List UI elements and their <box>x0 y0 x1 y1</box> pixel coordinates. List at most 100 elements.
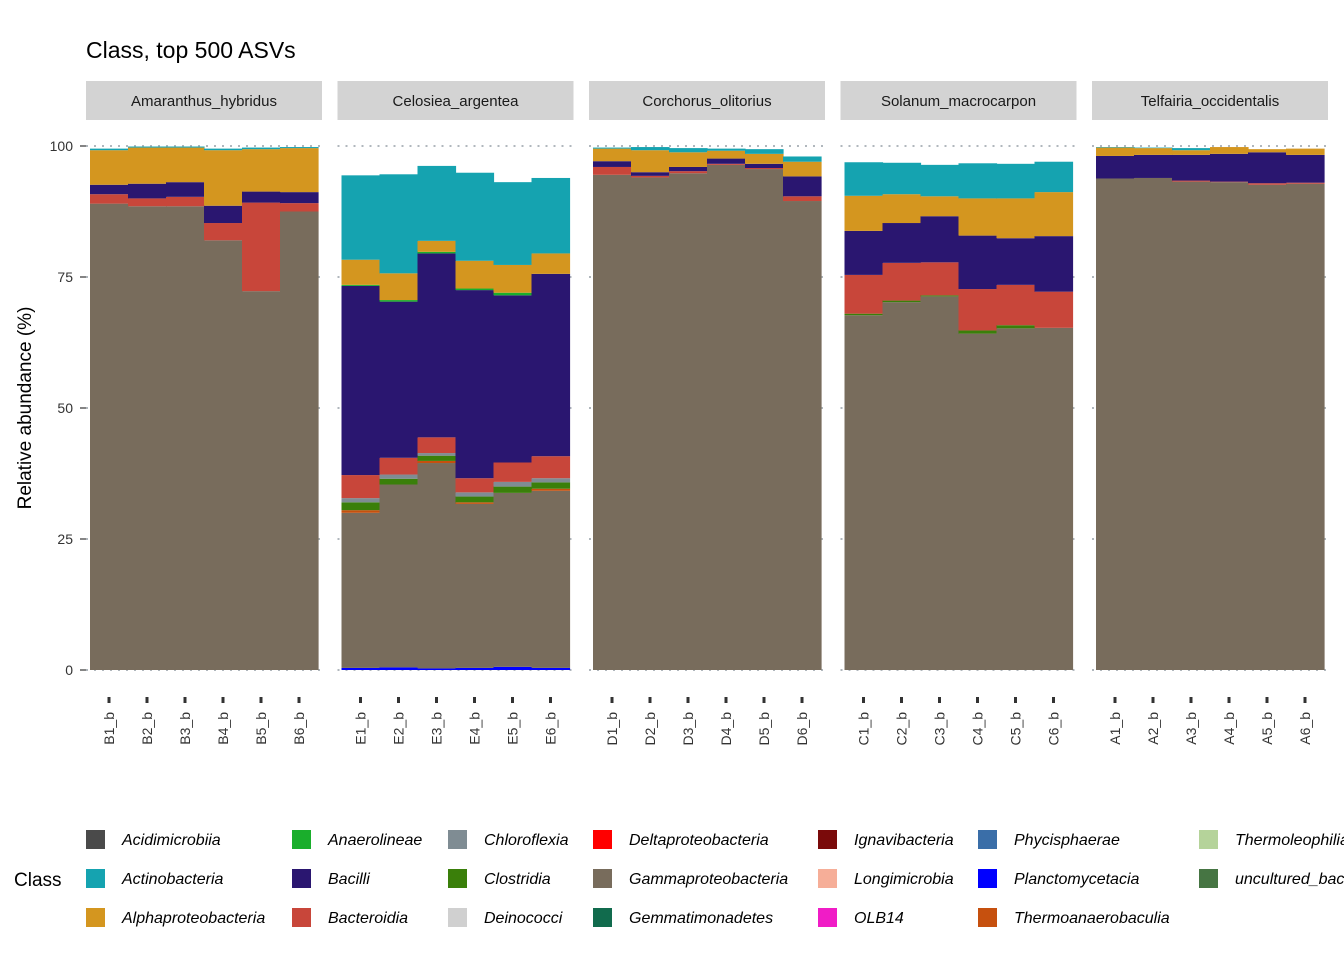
bar-segment-alphaproteobacteria <box>242 149 281 192</box>
bar-segment-alphaproteobacteria <box>1034 192 1074 237</box>
bar-segment-clostridia <box>493 486 533 493</box>
bar-segment-planctomycetacia <box>379 667 419 670</box>
facet-panels: 0 25 50 75 100 Amaranthus_hybridus B1_b B2_b B3_… <box>50 81 1328 745</box>
facet-strip-label: Solanum_macrocarpon <box>881 93 1036 110</box>
bar-segment-bacteroidia <box>958 289 998 331</box>
legend-swatch <box>978 869 997 888</box>
bar-segment-bacteroidia <box>455 478 495 493</box>
bar-segment-gammaproteobacteria <box>1134 177 1173 671</box>
bar-segment-clostridia <box>844 313 884 316</box>
bar-e4-b <box>455 172 495 670</box>
bar-segment-anaerolineae <box>341 284 381 286</box>
bar-segment-actinobacteria <box>593 147 632 149</box>
bar-segment-bacilli <box>1210 153 1249 182</box>
bar-a2-b <box>1134 147 1173 671</box>
x-tick-label: C4_b <box>970 712 986 746</box>
legend-item-bacteroidia: Bacteroidia <box>292 908 408 927</box>
legend-swatch <box>86 830 105 849</box>
bar-a1-b <box>1096 147 1135 670</box>
legend-item-gemmatimonadetes: Gemmatimonadetes <box>593 908 773 927</box>
x-tick-label: A2_b <box>1145 712 1161 745</box>
bar-segment-bacteroidia <box>417 437 457 454</box>
legend-item-thermoanaerobaculia: Thermoanaerobaculia <box>978 908 1170 927</box>
bar-segment-gammaproteobacteria <box>593 174 632 670</box>
x-tick-label: B1_b <box>101 712 117 745</box>
bar-segment-clostridia <box>531 482 571 489</box>
bar-segment-actinobacteria <box>920 164 960 197</box>
x-tick-label: B5_b <box>253 712 269 745</box>
bar-segment-gammaproteobacteria <box>531 490 571 668</box>
x-tick-label: A6_b <box>1297 712 1313 745</box>
legend-item-gammaproteobacteria: Gammaproteobacteria <box>593 869 788 888</box>
bar-segment-bacteroidia <box>593 166 632 175</box>
bar-segment-bacilli <box>128 183 167 199</box>
legend-item-clostridia: Clostridia <box>448 869 551 888</box>
bar-segment-bacilli <box>379 301 419 458</box>
bar-d4-b <box>707 148 746 670</box>
bar-segment-clostridia <box>455 496 495 503</box>
x-tick-label: C3_b <box>932 712 948 746</box>
bar-segment-alphaproteobacteria <box>920 196 960 217</box>
bar-segment-bacteroidia <box>882 262 922 301</box>
bar-segment-gammaproteobacteria <box>882 302 922 670</box>
bar-e3-b <box>417 165 457 670</box>
y-axis-title: Relative abundance (%) <box>15 307 36 510</box>
bar-segment-bacilli <box>280 192 319 204</box>
bar-segment-gammaproteobacteria <box>455 503 495 668</box>
bar-segment-bacilli <box>1034 236 1074 292</box>
facet-amaranthus-hybridus: Amaranthus_hybridus B1_b B2_b B3_b B4_b B5_b B… <box>86 81 322 745</box>
bar-segment-clostridia <box>882 300 922 303</box>
legend-label: Clostridia <box>484 871 551 888</box>
bar-segment-actinobacteria <box>128 146 167 148</box>
bar-segment-actinobacteria <box>958 163 998 199</box>
legend-swatch <box>818 908 837 927</box>
y-tick-label: 100 <box>50 138 74 154</box>
legend-swatch <box>292 830 311 849</box>
legend-item-bacilli: Bacilli <box>292 869 370 888</box>
x-tick-label: B6_b <box>291 712 307 745</box>
bar-segment-gammaproteobacteria <box>745 169 784 670</box>
bar-segment-alphaproteobacteria <box>493 264 533 293</box>
bar-a5-b <box>1248 149 1287 670</box>
bar-segment-bacteroidia <box>844 274 884 314</box>
bar-segment-planctomycetacia <box>455 667 495 670</box>
bar-segment-alphaproteobacteria <box>631 150 670 173</box>
bar-d2-b <box>631 147 670 670</box>
bar-segment-gammaproteobacteria <box>783 201 822 670</box>
bar-segment-actinobacteria <box>707 148 746 151</box>
bar-segment-planctomycetacia <box>417 668 457 670</box>
bar-segment-alphaproteobacteria <box>707 150 746 159</box>
facet-strip-label: Amaranthus_hybridus <box>131 93 277 110</box>
bar-segment-alphaproteobacteria <box>128 147 167 184</box>
facet-strip-label: Corchorus_olitorius <box>642 93 771 110</box>
legend-swatch <box>593 869 612 888</box>
x-tick-label: E4_b <box>467 712 483 745</box>
legend-item-chloroflexia: Chloroflexia <box>448 830 569 849</box>
bar-segment-bacteroidia <box>996 284 1036 326</box>
x-tick-label: A4_b <box>1221 712 1237 745</box>
legend-swatch <box>978 908 997 927</box>
x-tick-label: D1_b <box>604 712 620 746</box>
legend-swatch <box>292 869 311 888</box>
facet-strip <box>589 81 825 120</box>
legend-item-uncultured-bacterium: uncultured_bacterium <box>1199 869 1344 888</box>
legend-label: Chloroflexia <box>484 832 569 849</box>
legend-label: Bacilli <box>328 871 370 888</box>
bar-segment-gammaproteobacteria <box>920 296 960 670</box>
bar-segment-gammaproteobacteria <box>669 173 708 671</box>
bar-c4-b <box>958 163 998 670</box>
legend-swatch <box>86 869 105 888</box>
bar-segment-anaerolineae <box>379 300 419 302</box>
bar-segment-actinobacteria <box>242 147 281 150</box>
legend-swatch <box>593 908 612 927</box>
facet-strip <box>86 81 322 120</box>
legend-item-ignavibacteria: Ignavibacteria <box>818 830 954 849</box>
bar-segment-alphaproteobacteria <box>1248 149 1287 153</box>
x-tick-label: D4_b <box>718 712 734 746</box>
legend-label: Phycisphaerae <box>1014 832 1120 849</box>
bar-segment-alphaproteobacteria <box>745 153 784 164</box>
bar-segment-actinobacteria <box>166 146 205 148</box>
bar-segment-bacilli <box>631 172 670 176</box>
x-tick-label: B4_b <box>215 712 231 745</box>
bar-segment-anaerolineae <box>455 288 495 291</box>
